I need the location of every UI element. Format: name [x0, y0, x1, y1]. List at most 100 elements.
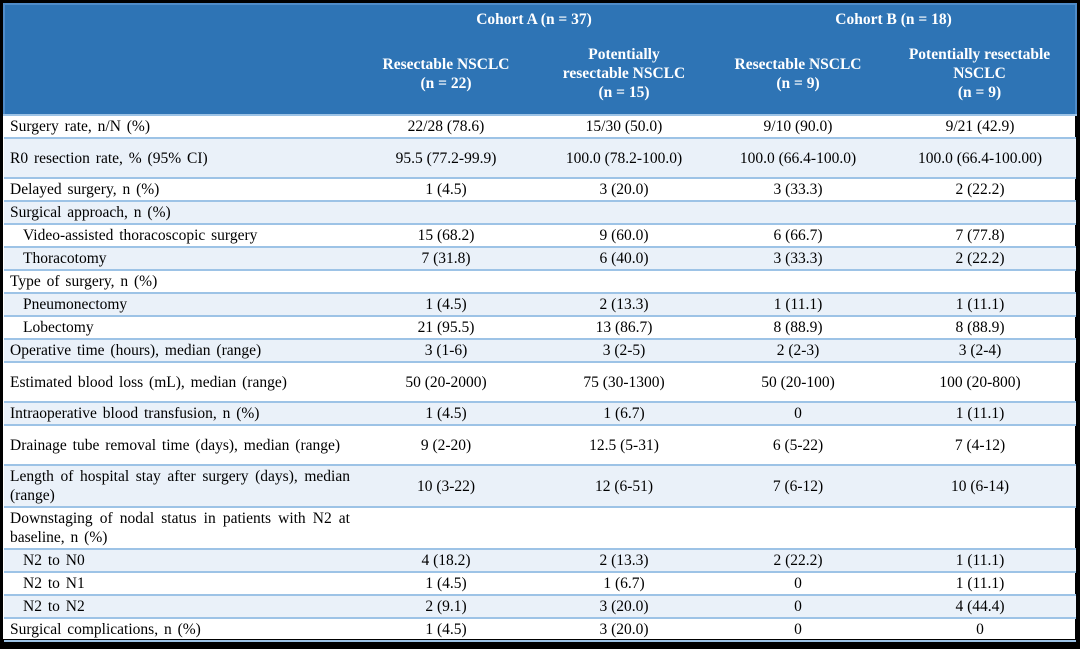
row-label: R0 resection rate, % (95% CI) — [4, 137, 356, 178]
row-value: 9 (2-20) — [356, 424, 536, 465]
row-label: Surgery rate, n/N (%) — [4, 114, 356, 138]
row-label: Estimated blood loss (mL), median (range… — [4, 361, 356, 402]
table-row: Downstaging of nodal status in patients … — [4, 506, 1077, 549]
table-row: R0 resection rate, % (95% CI) 95.5 (77.2-… — [4, 137, 1077, 178]
row-label: Thoracotomy — [4, 246, 356, 270]
row-value: 100.0 (78.2-100.0) — [536, 137, 712, 178]
row-value: 13 (86.7) — [536, 315, 712, 339]
row-value: 1 (11.1) — [884, 548, 1077, 572]
table-row: N2 to N2 2 (9.1) 3 (20.0) 0 4 (44.4) — [4, 594, 1077, 618]
column-header-potentially-resectable-a: Potentially resectable NSCLC (n = 15) — [562, 46, 686, 101]
row-label: Intraoperative blood transfusion, n (%) — [4, 401, 356, 425]
subgroup-header-row: Resectable NSCLC (n = 22) Potentially re… — [4, 33, 1076, 115]
row-value: 10 (3-22) — [356, 464, 536, 507]
row-label: Surgical complications, n (%) — [4, 617, 356, 642]
row-label: Length of hospital stay after surgery (d… — [4, 464, 356, 507]
row-value: 8 (88.9) — [712, 315, 884, 339]
row-value: 6 (66.7) — [712, 223, 884, 247]
row-value: 2 (22.2) — [884, 177, 1077, 201]
row-value — [536, 200, 712, 224]
row-label: Type of surgery, n (%) — [4, 269, 356, 293]
row-label: N2 to N2 — [4, 594, 356, 618]
row-label: N2 to N1 — [4, 571, 356, 595]
table-row: Pneumonectomy 1 (4.5) 2 (13.3) 1 (11.1) 1 (1… — [4, 292, 1077, 316]
row-value: 4 (18.2) — [356, 548, 536, 572]
row-value: 7 (4-12) — [884, 424, 1077, 465]
table-row: Lobectomy 21 (95.5) 13 (86.7) 8 (88.9) 8 (88… — [4, 315, 1077, 339]
row-value: 9 (60.0) — [536, 223, 712, 247]
row-value: 100.0 (66.4-100.00) — [884, 137, 1077, 178]
row-value — [712, 269, 884, 293]
table-row: Thoracotomy 7 (31.8) 6 (40.0) 3 (33.3) 2 (22… — [4, 246, 1077, 270]
table-row: Surgery rate, n/N (%) 22/28 (78.6) 15/30 (… — [4, 114, 1077, 138]
column-header-resectable-b: Resectable NSCLC (n = 9) — [734, 55, 862, 92]
row-value: 0 — [712, 617, 884, 642]
row-value: 2 (13.3) — [536, 292, 712, 316]
header-corner-cell — [4, 4, 356, 115]
row-value: 0 — [712, 594, 884, 618]
row-value: 50 (20-100) — [712, 361, 884, 402]
row-value: 2 (13.3) — [536, 548, 712, 572]
row-value: 0 — [884, 617, 1077, 642]
surgical-outcomes-table: Cohort A (n = 37) Cohort B (n = 18) Rese… — [3, 3, 1077, 642]
row-value: 7 (31.8) — [356, 246, 536, 270]
cohort-group-row: Cohort A (n = 37) Cohort B (n = 18) — [4, 4, 1076, 33]
row-value: 3 (33.3) — [712, 177, 884, 201]
table-row: Intraoperative blood transfusion, n (%) 1… — [4, 401, 1077, 425]
row-value: 1 (4.5) — [356, 571, 536, 595]
row-label: Surgical approach, n (%) — [4, 200, 356, 224]
row-value: 2 (22.2) — [712, 548, 884, 572]
row-value: 1 (6.7) — [536, 571, 712, 595]
table-row: Estimated blood loss (mL), median (range… — [4, 361, 1077, 402]
row-value — [884, 269, 1077, 293]
row-value: 15 (68.2) — [356, 223, 536, 247]
cohort-b-header: Cohort B (n = 18) — [835, 10, 952, 28]
row-value: 3 (20.0) — [536, 594, 712, 618]
row-value — [356, 269, 536, 293]
row-value: 4 (44.4) — [884, 594, 1077, 618]
column-header-resectable-a: Resectable NSCLC (n = 22) — [382, 55, 510, 92]
row-value: 9/21 (42.9) — [884, 114, 1077, 138]
row-label: Drainage tube removal time (days), media… — [4, 424, 356, 465]
table-row: Video-assisted thoracoscopic surgery 15 (… — [4, 223, 1077, 247]
row-value — [884, 200, 1077, 224]
row-value: 1 (4.5) — [356, 177, 536, 201]
row-value: 1 (6.7) — [536, 401, 712, 425]
row-value: 12.5 (5-31) — [536, 424, 712, 465]
row-label: Pneumonectomy — [4, 292, 356, 316]
row-value: 3 (2-4) — [884, 338, 1077, 362]
row-value — [712, 506, 884, 549]
column-header-potentially-resectable-b: Potentially resectable NSCLC (n = 9) — [908, 46, 1051, 101]
row-value: 1 (4.5) — [356, 401, 536, 425]
row-value — [536, 506, 712, 549]
row-label: Downstaging of nodal status in patients … — [4, 506, 356, 549]
row-value — [536, 269, 712, 293]
row-label: Delayed surgery, n (%) — [4, 177, 356, 201]
row-value: 3 (2-5) — [536, 338, 712, 362]
row-value: 3 (20.0) — [536, 617, 712, 642]
table-body: Surgery rate, n/N (%) 22/28 (78.6) 15/30 (… — [4, 114, 1077, 642]
table-row: Drainage tube removal time (days), media… — [4, 424, 1077, 465]
row-value — [356, 506, 536, 549]
row-value — [884, 506, 1077, 549]
row-value: 2 (22.2) — [884, 246, 1077, 270]
row-value — [356, 200, 536, 224]
table-row: Type of surgery, n (%) — [4, 269, 1077, 293]
row-value: 100 (20-800) — [884, 361, 1077, 402]
row-value: 21 (95.5) — [356, 315, 536, 339]
row-value: 2 (2-3) — [712, 338, 884, 362]
row-value: 1 (11.1) — [884, 401, 1077, 425]
row-value: 12 (6-51) — [536, 464, 712, 507]
row-value: 1 (11.1) — [712, 292, 884, 316]
table-row: Surgical approach, n (%) — [4, 200, 1077, 224]
row-value: 7 (77.8) — [884, 223, 1077, 247]
row-value: 0 — [712, 571, 884, 595]
row-label: N2 to N0 — [4, 548, 356, 572]
row-value: 10 (6-14) — [884, 464, 1077, 507]
row-value: 95.5 (77.2-99.9) — [356, 137, 536, 178]
row-value: 3 (1-6) — [356, 338, 536, 362]
row-value: 50 (20-2000) — [356, 361, 536, 402]
row-value: 1 (11.1) — [884, 571, 1077, 595]
row-value: 8 (88.9) — [884, 315, 1077, 339]
